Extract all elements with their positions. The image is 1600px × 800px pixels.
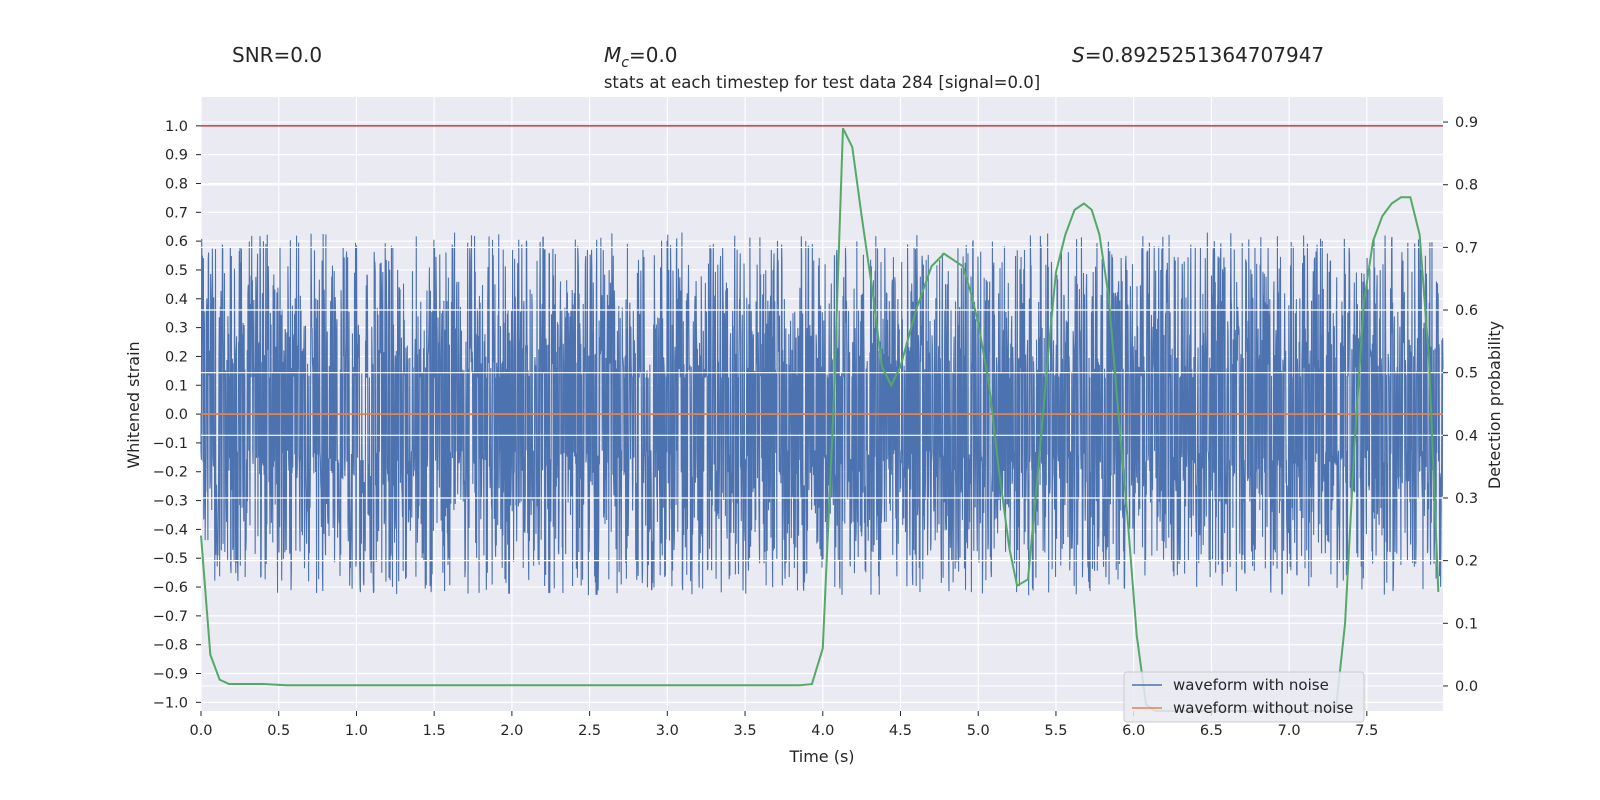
y-left-tick-label: 0.2 — [165, 349, 188, 365]
x-tick-label: 1.0 — [345, 723, 368, 739]
y-left-tick-label: −0.3 — [153, 494, 188, 510]
chirp-mass-subscript: c — [621, 55, 629, 71]
waveform-with-noise-line — [200, 232, 1444, 596]
x-tick-label: 7.5 — [1355, 723, 1378, 739]
y-right-tick-label: 0.6 — [1455, 303, 1478, 319]
y-right-axis-label: Detection probability — [1485, 321, 1504, 489]
chirp-mass-stat: Mc=0.0 — [604, 43, 678, 71]
y-right-tick-label: 0.0 — [1455, 679, 1478, 695]
y-right-tick-label: 0.8 — [1455, 178, 1478, 194]
y-left-axis-ticks: 1.0 0.9 0.8 0.7 0.6 0.5 0.4 0.3 0.2 0.1 0.0 −0.1 −0.… — [153, 119, 201, 711]
y-left-tick-label: 0.0 — [165, 407, 188, 423]
y-left-tick-label: 0.9 — [165, 148, 188, 164]
y-left-tick-label: −0.8 — [153, 638, 188, 654]
s-value: =0.8925251364707947 — [1085, 43, 1324, 67]
y-left-tick-label: −0.6 — [153, 580, 188, 596]
x-tick-label: 3.0 — [656, 723, 679, 739]
y-left-tick-label: 0.4 — [165, 292, 188, 308]
x-axis-label: Time (s) — [788, 747, 854, 766]
legend-label-waveform-with-noise: waveform with noise — [1173, 676, 1329, 694]
y-right-tick-label: 0.9 — [1455, 115, 1478, 131]
series-waveform-with-noise — [200, 232, 1444, 596]
x-tick-label: 4.5 — [889, 723, 912, 739]
y-left-tick-label: −1.0 — [153, 695, 188, 711]
x-axis-ticks: 0.0 0.5 1.0 1.5 2.0 2.5 3.0 3.5 4.0 4.5 5.0 5.5 6.0 6… — [189, 711, 1378, 739]
x-tick-label: 5.5 — [1044, 723, 1067, 739]
y-right-tick-label: 0.1 — [1455, 616, 1478, 632]
y-left-tick-label: −0.7 — [153, 609, 188, 625]
s-symbol: S — [1072, 43, 1085, 67]
x-tick-label: 6.5 — [1200, 723, 1223, 739]
y-right-tick-label: 0.4 — [1455, 428, 1478, 444]
chart-title: stats at each timestep for test data 284… — [604, 73, 1040, 92]
y-left-tick-label: 0.3 — [165, 321, 188, 337]
y-left-tick-label: −0.4 — [153, 522, 188, 538]
snr-stat: SNR=0.0 — [232, 43, 322, 67]
y-left-tick-label: 0.6 — [165, 234, 188, 250]
x-tick-label: 6.0 — [1122, 723, 1145, 739]
x-tick-label: 2.0 — [500, 723, 523, 739]
y-right-axis-ticks: 0.9 0.8 0.7 0.6 0.5 0.4 0.3 0.2 0.1 0.0 — [1443, 115, 1478, 695]
y-right-tick-label: 0.3 — [1455, 491, 1478, 507]
y-right-tick-label: 0.7 — [1455, 240, 1478, 256]
y-left-tick-label: 0.1 — [165, 378, 188, 394]
y-left-tick-label: −0.2 — [153, 465, 188, 481]
legend: waveform with noise waveform without noi… — [1123, 671, 1365, 723]
y-left-tick-label: −0.9 — [153, 667, 188, 683]
y-right-tick-label: 0.5 — [1455, 366, 1478, 382]
y-left-tick-label: −0.1 — [153, 436, 188, 452]
x-tick-label: 5.0 — [967, 723, 990, 739]
y-left-tick-label: 1.0 — [165, 119, 188, 135]
x-tick-label: 1.5 — [423, 723, 446, 739]
y-left-axis-label: Whitened strain — [124, 341, 143, 468]
x-tick-label: 2.5 — [578, 723, 601, 739]
legend-label-waveform-without-noise: waveform without noise — [1173, 699, 1353, 717]
y-left-tick-label: 0.5 — [165, 263, 188, 279]
s-stat: S=0.8925251364707947 — [1072, 43, 1324, 67]
x-tick-label: 0.0 — [189, 723, 212, 739]
chirp-mass-value: =0.0 — [629, 43, 678, 67]
y-left-tick-label: −0.5 — [153, 551, 188, 567]
x-tick-label: 4.0 — [811, 723, 834, 739]
chirp-mass-symbol: M — [604, 43, 621, 67]
y-right-tick-label: 0.2 — [1455, 554, 1478, 570]
x-tick-label: 0.5 — [267, 723, 290, 739]
x-tick-label: 3.5 — [734, 723, 757, 739]
y-left-tick-label: 0.8 — [165, 176, 188, 192]
y-left-tick-label: 0.7 — [165, 205, 188, 221]
legend-box — [1123, 671, 1365, 723]
x-tick-label: 7.0 — [1278, 723, 1301, 739]
